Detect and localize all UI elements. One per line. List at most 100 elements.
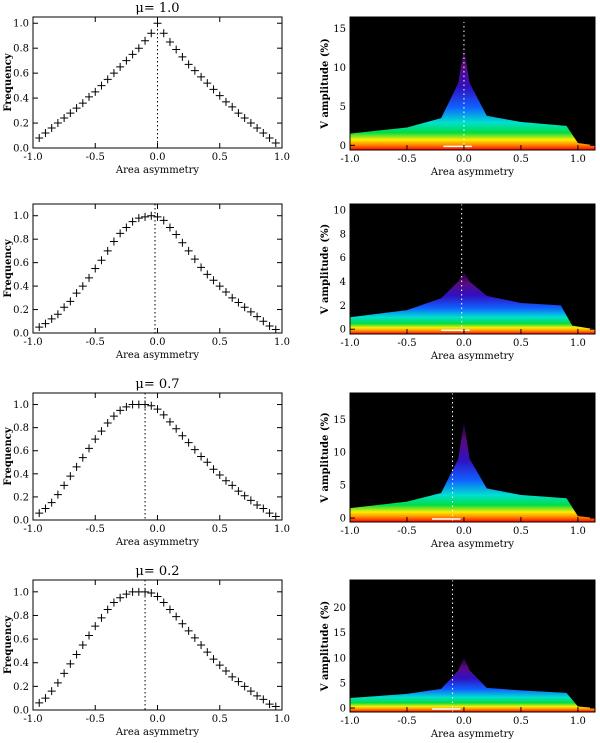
data-point: [91, 435, 100, 444]
data-point: [147, 589, 156, 597]
data-point: [215, 661, 224, 670]
plot-frame: [349, 16, 596, 151]
y-tick-label: 5: [340, 678, 346, 689]
data-point: [234, 298, 243, 307]
data-point: [234, 109, 243, 118]
y-axis-label: V amplitude (%): [320, 601, 331, 693]
chart-panel-3: -1.0 -0.5 0.0 0.5 1.0 0.0 0.2 0.4 0.6 0.8 1.0 Area …: [3, 203, 290, 361]
data-point: [178, 431, 187, 440]
x-tick-label: 0.0: [150, 524, 166, 535]
data-point: [66, 472, 75, 481]
y-tick-label: 10: [333, 653, 346, 664]
data-point: [116, 593, 125, 602]
x-axis-label: Area asymmetry: [115, 727, 199, 738]
data-point: [72, 462, 81, 471]
data-point: [178, 238, 187, 247]
x-tick-label: 1.0: [274, 337, 290, 348]
data-point: [209, 655, 218, 664]
x-tick-label: -1.0: [340, 716, 359, 727]
data-point: [228, 102, 237, 111]
data-point: [246, 307, 255, 316]
x-tick-label: -0.5: [397, 526, 416, 537]
y-tick-label: 10: [333, 63, 346, 74]
data-point: [159, 29, 168, 38]
data-point: [234, 677, 243, 686]
y-tick-label: 0.0: [13, 706, 29, 717]
data-point: [116, 62, 125, 71]
y-tick-label: 0.4: [13, 94, 29, 105]
data-point: [153, 405, 162, 414]
data-point: [78, 99, 87, 108]
data-point: [197, 263, 206, 272]
y-tick-label: 1.0: [13, 587, 29, 598]
y-tick-label: 10: [333, 205, 346, 216]
data-point: [141, 36, 150, 45]
data-point: [116, 406, 125, 415]
x-axis-label: Area asymmetry: [430, 729, 514, 740]
data-point: [172, 230, 181, 239]
data-point: [97, 427, 106, 436]
data-point: [184, 438, 193, 447]
y-tick-label: 0.2: [13, 682, 29, 693]
x-tick-label: -1.0: [23, 152, 42, 163]
x-tick-label: 1.0: [570, 716, 586, 727]
x-tick-label: -0.5: [86, 524, 105, 535]
data-point: [159, 410, 168, 419]
y-tick-label: 0: [340, 514, 346, 525]
data-point: [72, 289, 81, 298]
y-axis-label: V amplitude (%): [320, 412, 331, 504]
y-axis-label: V amplitude (%): [320, 224, 331, 316]
y-tick-label: 0.8: [13, 423, 29, 434]
data-point: [91, 87, 100, 96]
data-point: [197, 72, 206, 81]
data-point: [109, 412, 118, 421]
y-tick-label: 10: [333, 448, 346, 459]
x-tick-label: 0.0: [456, 716, 472, 727]
x-tick-label: -1.0: [340, 526, 359, 537]
y-tick-label: 0.6: [13, 69, 29, 80]
data-point: [147, 29, 156, 38]
y-tick-label: 0: [340, 141, 346, 152]
y-tick-label: 4: [340, 277, 346, 288]
data-point: [41, 504, 50, 513]
chart-panel-4: -1.0 -0.5 0.0 0.5 1.0 0 2 4 6 8 10 Area asymmetry V …: [320, 203, 596, 362]
x-tick-label: -0.5: [397, 154, 416, 165]
chart-title: μ= 0.2: [135, 564, 179, 579]
data-point: [271, 702, 280, 711]
y-axis-label: Frequency: [3, 238, 14, 298]
data-point: [240, 491, 249, 500]
y-tick-label: 0.0: [13, 144, 29, 155]
data-point: [103, 605, 112, 614]
x-tick-label: 0.5: [513, 154, 529, 165]
data-point: [60, 303, 69, 312]
data-point: [184, 626, 193, 635]
x-tick-label: 0.5: [212, 524, 228, 535]
x-tick-label: 0.5: [513, 338, 529, 349]
data-point: [122, 590, 131, 599]
chart-title: μ= 1.0: [135, 1, 179, 16]
y-tick-label: 1.0: [13, 19, 29, 30]
data-point: [35, 134, 44, 143]
y-tick-label: 8: [340, 229, 346, 240]
data-point: [271, 139, 280, 148]
data-point: [85, 273, 94, 282]
x-axis-label: Area asymmetry: [115, 350, 199, 361]
heatmap-density: [350, 422, 595, 522]
data-point: [116, 229, 125, 238]
data-point: [178, 52, 187, 61]
data-point: [221, 667, 230, 675]
data-point: [203, 270, 212, 279]
y-tick-label: 1.0: [13, 211, 29, 222]
data-point: [103, 246, 112, 255]
y-tick-label: 0.2: [13, 305, 29, 316]
data-point: [35, 698, 44, 707]
x-tick-label: 1.0: [570, 338, 586, 349]
data-point: [60, 114, 69, 123]
data-point: [53, 119, 62, 128]
data-point: [159, 598, 168, 607]
y-tick-label: 0.6: [13, 635, 29, 646]
data-point: [253, 691, 262, 700]
y-tick-label: 0.2: [13, 492, 29, 503]
data-point: [246, 687, 255, 696]
data-point: [221, 97, 230, 106]
